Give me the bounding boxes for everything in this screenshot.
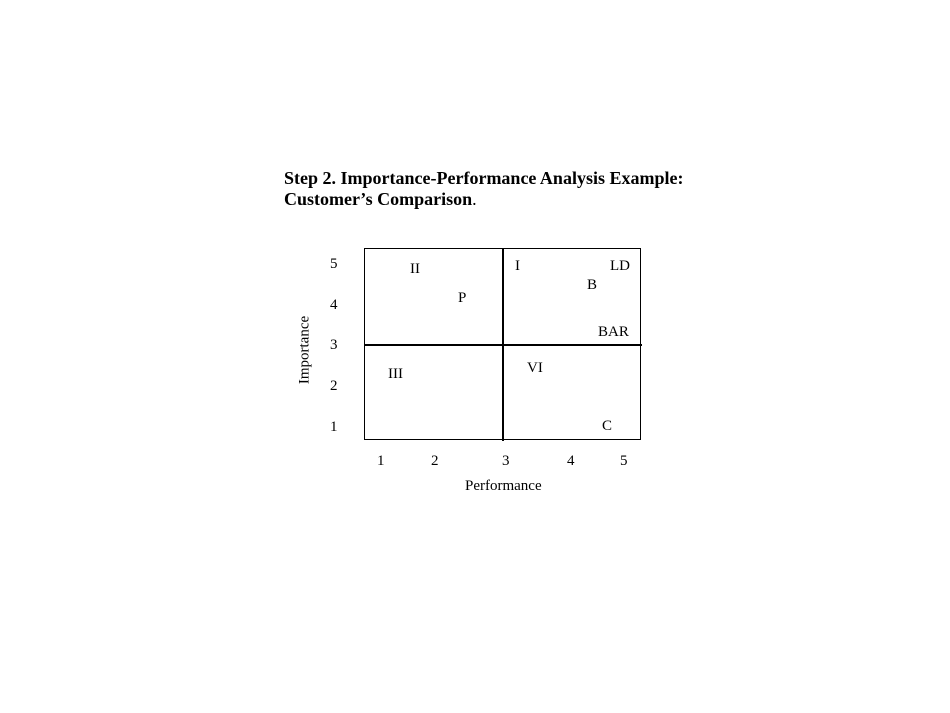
x-tick-label: 2 — [431, 453, 439, 469]
figure-title: Step 2. Importance-Performance Analysis … — [284, 168, 804, 210]
quadrant-label-i: I — [515, 258, 520, 274]
y-axis-title: Importance — [296, 315, 313, 385]
quadrant-label-vi: VI — [527, 360, 543, 376]
quadrant-label-iii: III — [388, 366, 403, 382]
y-tick-label: 4 — [330, 297, 338, 313]
y-tick-label: 5 — [330, 256, 338, 272]
point-label-bar: BAR — [598, 324, 629, 340]
title-line-2: Customer’s Comparison. — [284, 189, 477, 209]
point-label-c: C — [602, 418, 613, 434]
y-tick-label: 1 — [330, 419, 338, 435]
y-tick-label: 2 — [330, 378, 338, 394]
horizontal-quadrant-divider — [364, 344, 642, 346]
x-tick-label: 5 — [620, 453, 628, 469]
point-label-b: B — [587, 277, 598, 293]
x-tick-label: 4 — [567, 453, 575, 469]
x-tick-label: 1 — [377, 453, 385, 469]
title-line-1: Step 2. Importance-Performance Analysis … — [284, 168, 684, 188]
x-tick-label: 3 — [502, 453, 510, 469]
quadrant-label-ii: II — [410, 261, 420, 277]
x-axis-title: Performance — [465, 478, 542, 494]
point-label-p: P — [458, 290, 467, 306]
y-tick-label: 3 — [330, 337, 338, 353]
point-label-ld: LD — [610, 258, 630, 274]
